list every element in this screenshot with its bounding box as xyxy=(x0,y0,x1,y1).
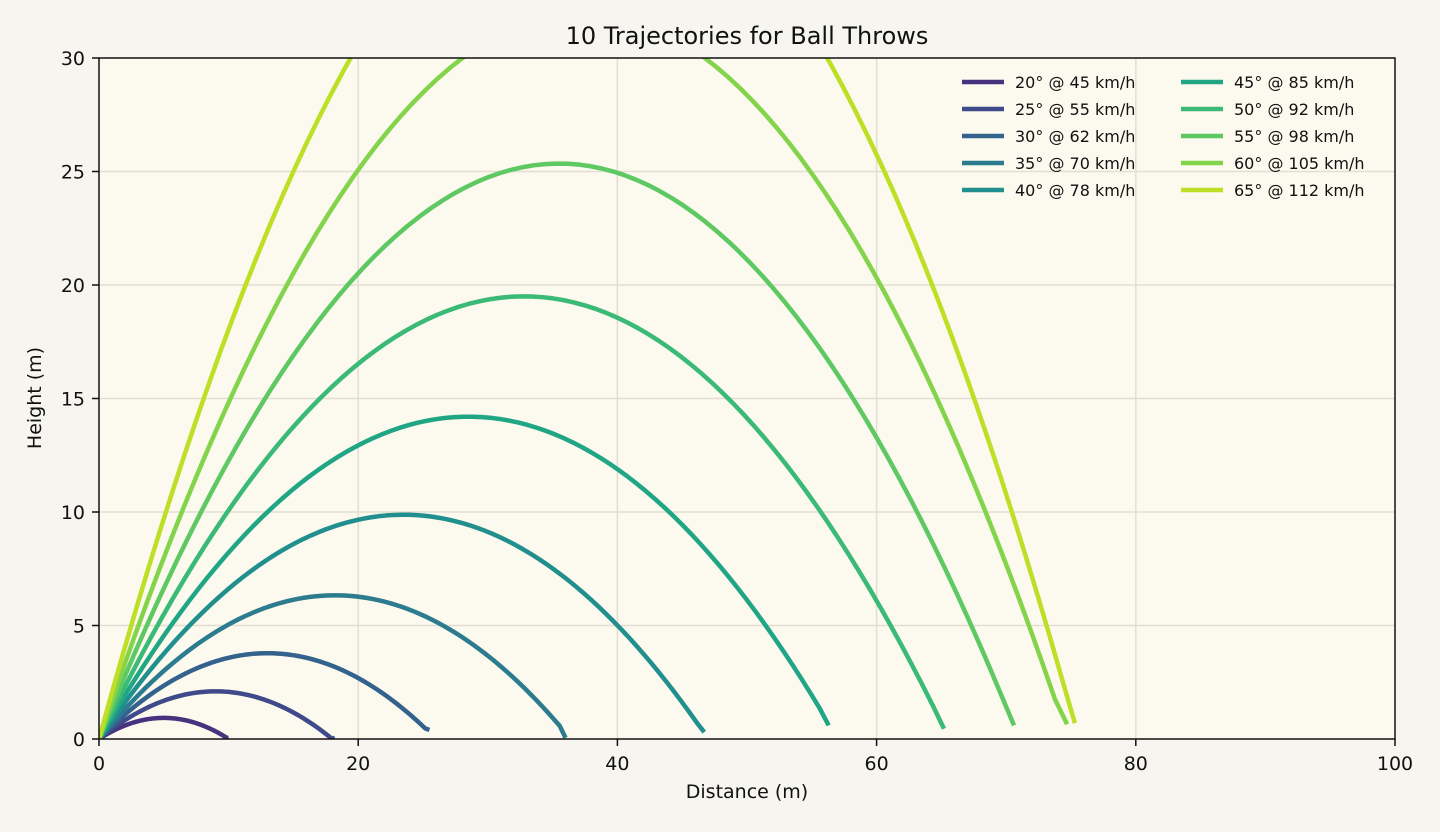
y-tick-label: 20 xyxy=(61,275,85,297)
x-axis-label: Distance (m) xyxy=(686,781,808,803)
series-line-1 xyxy=(99,715,230,739)
legend-label: 30° @ 62 km/h xyxy=(1015,127,1135,146)
x-tick-label: 0 xyxy=(93,753,105,775)
series-line-7 xyxy=(99,294,947,739)
y-tick-label: 5 xyxy=(73,616,85,638)
legend-label: 60° @ 105 km/h xyxy=(1234,154,1365,173)
legend-label: 25° @ 55 km/h xyxy=(1015,100,1135,119)
x-tick-label: 100 xyxy=(1377,753,1413,775)
y-axis-label: Height (m) xyxy=(24,347,46,449)
series-line-10 xyxy=(99,58,1078,739)
y-tick-label: 25 xyxy=(61,162,85,184)
y-tick-label: 0 xyxy=(73,729,85,751)
series-line-6 xyxy=(99,414,831,739)
y-tick-label: 15 xyxy=(61,389,85,411)
axis-ticks: 0 20 40 60 80 100 0 5 10 15 20 25 30 xyxy=(61,48,1413,775)
x-tick-label: 60 xyxy=(865,753,889,775)
legend-label: 20° @ 45 km/h xyxy=(1015,73,1135,92)
series-line-4 xyxy=(99,593,568,739)
grid-lines xyxy=(99,58,1395,739)
series-layer xyxy=(99,58,1078,739)
series-line-8 xyxy=(99,161,1017,739)
legend-label: 55° @ 98 km/h xyxy=(1234,127,1354,146)
series-line-5 xyxy=(99,512,707,739)
x-tick-label: 40 xyxy=(605,753,629,775)
x-tick-label: 80 xyxy=(1124,753,1148,775)
y-tick-label: 10 xyxy=(61,502,85,524)
x-tick-label: 20 xyxy=(346,753,370,775)
series-line-2 xyxy=(99,689,336,739)
legend-label: 45° @ 85 km/h xyxy=(1234,73,1354,92)
legend-label: 65° @ 112 km/h xyxy=(1234,181,1365,200)
y-tick-label: 30 xyxy=(61,48,85,70)
series-line-3 xyxy=(99,650,431,739)
series-line-9 xyxy=(99,58,1070,739)
legend-label: 40° @ 78 km/h xyxy=(1015,181,1135,200)
legend: 20° @ 45 km/h 25° @ 55 km/h 30° @ 62 km/h 3… xyxy=(962,73,1365,200)
legend-label: 50° @ 92 km/h xyxy=(1234,100,1354,119)
chart-title: 10 Trajectories for Ball Throws xyxy=(566,22,929,50)
legend-label: 35° @ 70 km/h xyxy=(1015,154,1135,173)
